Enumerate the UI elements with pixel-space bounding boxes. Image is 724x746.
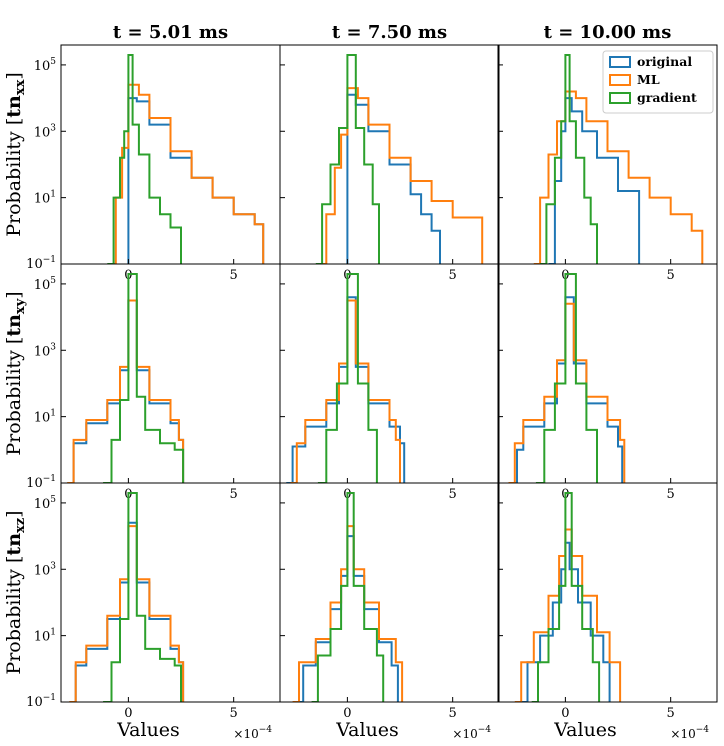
series-gradient-line (103, 273, 185, 483)
y-tick-label: 101 (34, 409, 56, 426)
panel-frame (279, 263, 500, 484)
series-gradient-line (311, 492, 385, 702)
series-gradient-line (531, 492, 601, 702)
x-tick-label: 5 (230, 706, 238, 721)
series-gradient-line (103, 492, 182, 702)
x-tick-label: 0 (561, 706, 569, 721)
y-tick-label: 103 (34, 342, 57, 359)
legend-swatch-ml (609, 74, 631, 86)
x-multiplier-label: ×10−4 (670, 725, 709, 741)
panel-frame (60, 482, 281, 703)
legend-label-original: original (637, 54, 692, 69)
x-tick-label: 0 (124, 706, 132, 721)
column-title: t = 10.00 ms (544, 22, 672, 43)
x-tick-label: 5 (667, 706, 675, 721)
series-gradient-line (315, 54, 380, 264)
x-tick-label: 5 (230, 268, 238, 283)
panel-frame (497, 482, 718, 703)
y-tick-label: 105 (34, 276, 57, 293)
y-tick-label: 105 (34, 495, 57, 512)
series-ml-line (111, 83, 265, 264)
x-tick-label: 5 (667, 487, 675, 502)
series-gradient-line (540, 54, 598, 264)
y-tick-label: 105 (34, 57, 57, 74)
row-ylabel: Probability [tnxx] (3, 72, 28, 237)
x-tick-label: 5 (449, 268, 457, 283)
y-tick-label: 101 (34, 190, 56, 207)
x-tick-label: 5 (449, 706, 457, 721)
series-original-line (548, 97, 641, 264)
series-original-line (346, 93, 441, 264)
series-original-line (286, 296, 406, 483)
x-tick-label: 0 (343, 706, 351, 721)
panel-frame (279, 482, 500, 703)
legend-label-ml: ML (637, 72, 660, 87)
row-y-labels: Probability [tnxx] Probability [tnxy] Prob… (3, 72, 28, 674)
y-tick-label: 10−1 (26, 474, 56, 491)
legend-label-gradient: gradient (637, 90, 697, 105)
column-titles: t = 5.01 ms t = 7.50 ms t = 10.00 ms (113, 22, 671, 43)
x-tick-label: 5 (230, 487, 238, 502)
panel-frame (60, 263, 281, 484)
series-ml-line (514, 528, 622, 702)
y-tick-label: 101 (34, 628, 56, 645)
legend: original ML gradient (602, 50, 714, 114)
series-ml-line (69, 525, 185, 702)
row-ylabel: Probability [tnxy] (3, 291, 28, 455)
x-tick-label: 5 (449, 487, 457, 502)
series-gradient-line (107, 54, 182, 264)
series-ml-line (67, 299, 185, 483)
y-tick-label: 10−1 (26, 693, 56, 710)
legend-swatch-original (609, 56, 631, 68)
panel-frame (497, 263, 718, 484)
x-axis-label: Values (116, 719, 180, 741)
series-gradient-line (535, 273, 598, 483)
x-axis-labels: Values ×10−4 Values ×10−4 Values ×10−4 (116, 719, 709, 741)
column-title: t = 5.01 ms (113, 22, 228, 43)
column-title: t = 7.50 ms (332, 22, 447, 43)
series-ml-line (322, 87, 484, 264)
y-tick-label: 103 (34, 123, 57, 140)
x-axis-label: Values (335, 719, 399, 741)
series-ml-line (290, 299, 401, 483)
series-original-line (69, 521, 185, 702)
x-multiplier-label: ×10−4 (233, 725, 272, 741)
y-tick-label: 10−1 (26, 255, 56, 272)
row-ylabel: Probability [tnxz] (3, 510, 28, 674)
series-original-line (67, 299, 185, 483)
x-multiplier-label: ×10−4 (452, 725, 491, 741)
legend-swatch-gradient (609, 92, 631, 104)
series-gradient-line (317, 273, 378, 483)
x-axis-label: Values (553, 719, 617, 741)
x-tick-label: 5 (667, 268, 675, 283)
panel-r3-c1: 105 103 101 10−1 0 5 (26, 482, 281, 721)
y-tick-label: 103 (34, 561, 57, 578)
series-ml-line (533, 90, 704, 264)
